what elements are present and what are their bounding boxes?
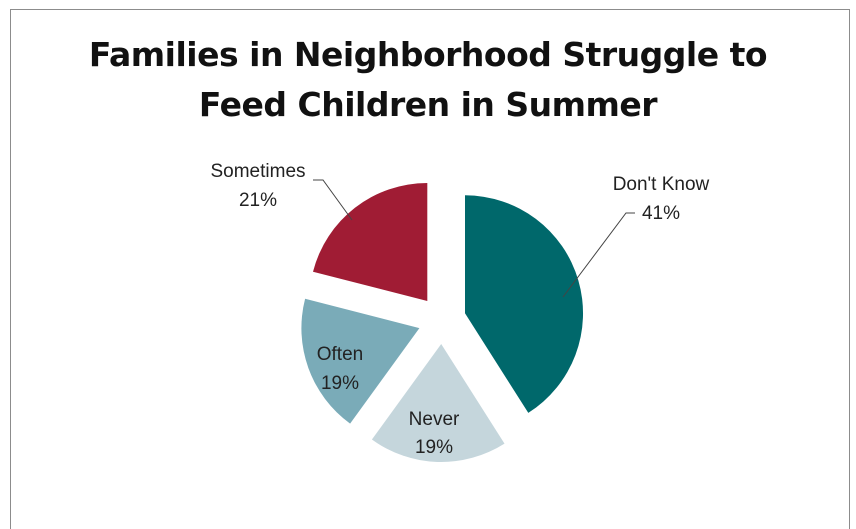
pie-slice-sometimes [313, 183, 428, 301]
data-label-often-value: 19% [321, 373, 359, 394]
chart-title: Families in Neighborhood Struggle to Fee… [0, 30, 856, 130]
data-label-dont-know-value: 41% [642, 203, 680, 224]
chart-title-line-1: Families in Neighborhood Struggle to [88, 35, 768, 74]
leader-line-sometimes [313, 179, 353, 221]
data-label-never-name: Never [409, 409, 460, 430]
pie-slices [301, 183, 584, 463]
pie-slice-dont-know [465, 195, 584, 413]
data-label-never-value: 19% [415, 437, 453, 458]
data-label-often-name: Often [317, 344, 363, 365]
data-label-sometimes-name: Sometimes [210, 161, 305, 182]
leader-line-dont-know [562, 212, 635, 298]
chart-title-line-2: Feed Children in Summer [198, 85, 658, 124]
data-label-dont-know-name: Don't Know [613, 174, 710, 195]
pie-slice-often [301, 298, 420, 424]
pie-slice-never [371, 344, 505, 463]
data-label-sometimes-value: 21% [239, 190, 277, 211]
